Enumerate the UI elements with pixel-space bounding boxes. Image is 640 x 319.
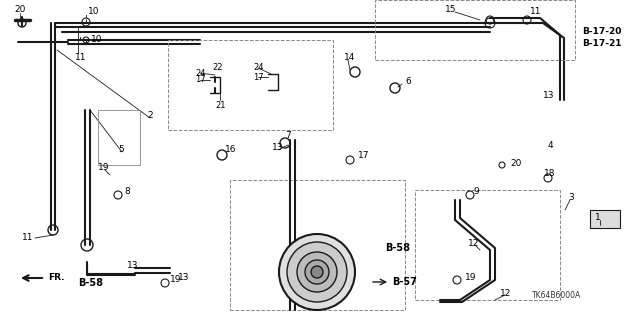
Text: 7: 7 <box>285 130 291 139</box>
Text: FR.: FR. <box>48 273 65 283</box>
Text: 17: 17 <box>195 76 205 85</box>
Text: 18: 18 <box>544 168 556 177</box>
Text: 17: 17 <box>253 72 264 81</box>
Text: 6: 6 <box>405 78 411 86</box>
Text: 13: 13 <box>127 261 138 270</box>
Text: 16: 16 <box>225 145 237 154</box>
Text: B-58: B-58 <box>385 243 410 253</box>
Circle shape <box>311 266 323 278</box>
Bar <box>230 180 405 310</box>
Text: 13: 13 <box>543 91 554 100</box>
Text: 8: 8 <box>124 188 130 197</box>
Text: 21: 21 <box>215 100 225 109</box>
Text: 24: 24 <box>195 69 205 78</box>
Text: 13: 13 <box>178 273 189 283</box>
Text: 20: 20 <box>510 159 522 167</box>
Text: TK64B6000A: TK64B6000A <box>532 291 581 300</box>
Bar <box>590 210 620 228</box>
Text: 4: 4 <box>548 140 554 150</box>
Text: 12: 12 <box>500 288 511 298</box>
Text: 11: 11 <box>75 53 86 62</box>
Text: 3: 3 <box>568 194 573 203</box>
Bar <box>375 0 575 60</box>
Text: 1: 1 <box>595 213 601 222</box>
Text: B-58: B-58 <box>78 278 103 288</box>
Bar <box>168 40 333 130</box>
Text: 19: 19 <box>465 273 477 283</box>
Text: 19: 19 <box>98 164 109 173</box>
Text: 17: 17 <box>358 151 369 160</box>
Circle shape <box>297 252 337 292</box>
Text: 2: 2 <box>147 110 152 120</box>
Text: 11: 11 <box>530 8 541 17</box>
Text: 14: 14 <box>344 54 355 63</box>
Text: 19: 19 <box>170 276 182 285</box>
Circle shape <box>279 234 355 310</box>
Bar <box>415 190 560 300</box>
Text: B-57: B-57 <box>392 277 417 287</box>
Text: 12: 12 <box>468 239 479 248</box>
Text: 5: 5 <box>118 145 124 154</box>
Circle shape <box>287 242 347 302</box>
Circle shape <box>305 260 329 284</box>
Text: 9: 9 <box>473 188 479 197</box>
Text: 10: 10 <box>88 8 99 17</box>
Text: 20: 20 <box>14 5 26 14</box>
Text: 10: 10 <box>91 35 102 44</box>
Text: B-17-20: B-17-20 <box>582 27 621 36</box>
Text: 13: 13 <box>272 144 284 152</box>
Text: B-17-21: B-17-21 <box>582 40 621 48</box>
Text: 11: 11 <box>22 234 33 242</box>
Text: 22: 22 <box>212 63 223 71</box>
Bar <box>98 110 140 165</box>
Text: 15: 15 <box>445 5 456 14</box>
Text: 24: 24 <box>253 63 264 72</box>
